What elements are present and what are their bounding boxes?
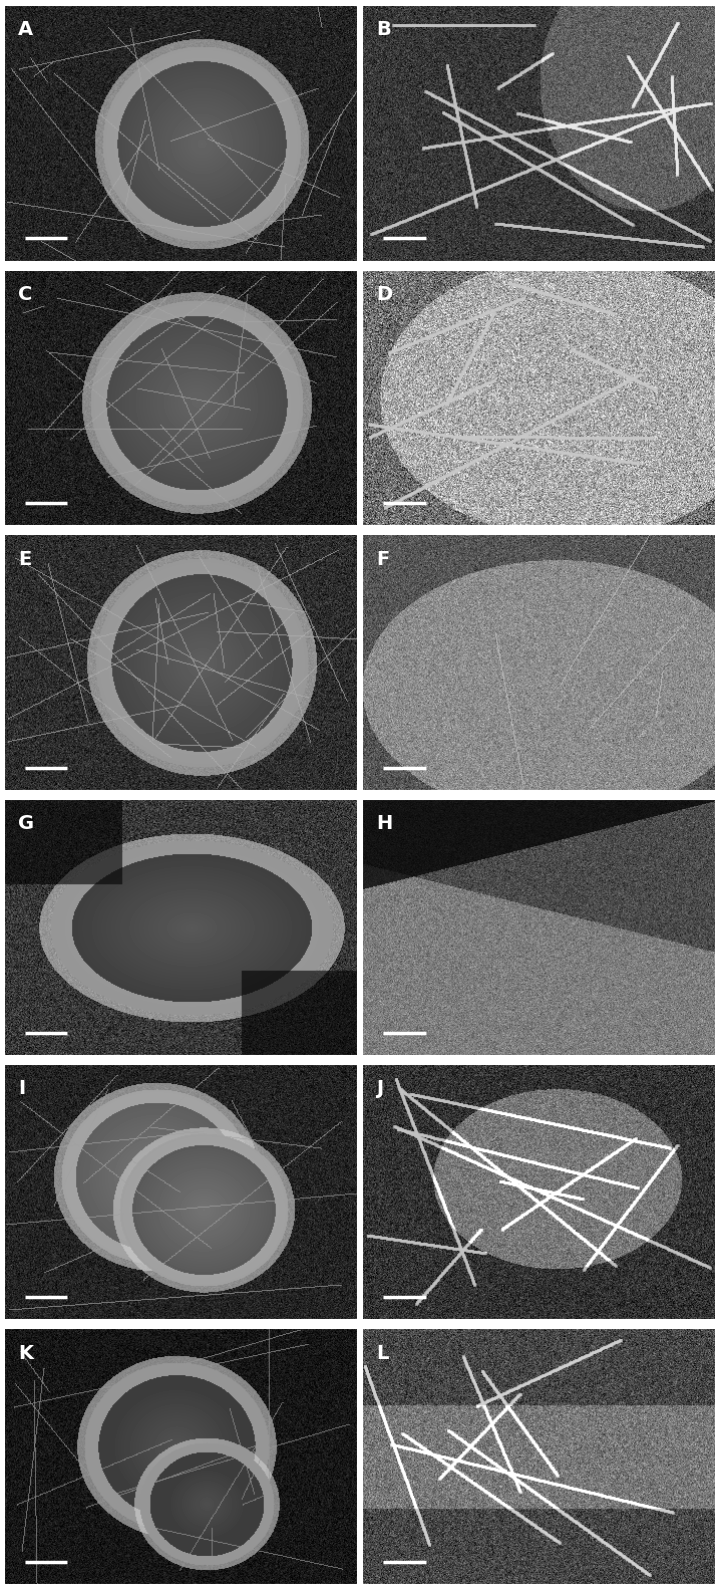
Text: I: I bbox=[18, 1080, 25, 1099]
Text: G: G bbox=[18, 814, 34, 833]
Text: F: F bbox=[376, 550, 390, 569]
Text: H: H bbox=[376, 814, 392, 833]
Text: J: J bbox=[376, 1080, 383, 1099]
Text: B: B bbox=[376, 21, 391, 40]
Text: E: E bbox=[18, 550, 31, 569]
Text: A: A bbox=[18, 21, 33, 40]
Text: L: L bbox=[376, 1344, 388, 1363]
Text: C: C bbox=[18, 285, 32, 304]
Text: K: K bbox=[18, 1344, 33, 1363]
Text: D: D bbox=[376, 285, 392, 304]
